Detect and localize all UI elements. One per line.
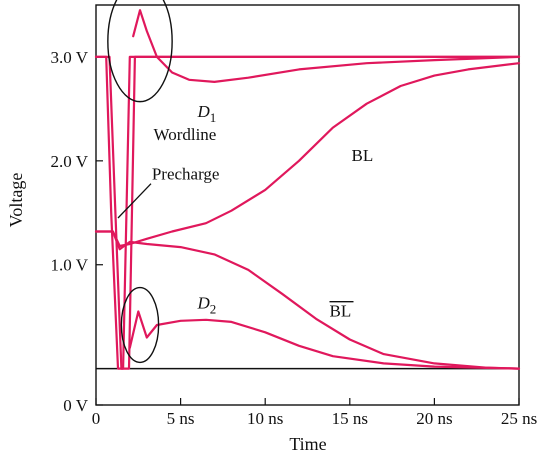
- plot-frame: [95, 4, 520, 406]
- x-tick-label: 10 ns: [247, 409, 283, 428]
- y-axis-title: Voltage: [6, 173, 26, 228]
- series-line-d1: [132, 9, 521, 83]
- y-tick-label: 0 V: [63, 396, 88, 415]
- x-tick-label: 0: [92, 409, 101, 428]
- label-precharge: Precharge: [152, 165, 220, 184]
- series-layer: [94, 9, 521, 370]
- axes-layer: 0 5 ns 10 ns 15 ns 20 ns 25 ns 0 V 1.0 V 2.0 V 3.…: [51, 4, 537, 428]
- highlight-circle-2: [120, 286, 160, 364]
- series-line-wordline: [94, 55, 521, 370]
- y-tick-label: 1.0 V: [51, 256, 89, 275]
- series-line-d2: [128, 310, 521, 370]
- label-bl: BL: [351, 146, 373, 165]
- x-tick-label: 5 ns: [167, 409, 195, 428]
- label-wordline: Wordline: [154, 125, 217, 144]
- precharge-leader-line: [117, 183, 152, 219]
- x-axis-title: Time: [289, 434, 326, 454]
- label-d1: D1: [197, 102, 217, 125]
- series-line-bl_bar: [94, 230, 521, 370]
- x-tick-label: 15 ns: [332, 409, 368, 428]
- label-bl-bar: BL: [329, 302, 351, 321]
- y-tick-label: 3.0 V: [51, 48, 89, 67]
- x-tick-label: 25 ns: [501, 409, 537, 428]
- x-tick-label: 20 ns: [416, 409, 452, 428]
- y-tick-label: 2.0 V: [51, 152, 89, 171]
- highlight-circle-1: [107, 0, 173, 103]
- label-d2: D2: [197, 293, 217, 316]
- series-line-precharge: [94, 55, 521, 370]
